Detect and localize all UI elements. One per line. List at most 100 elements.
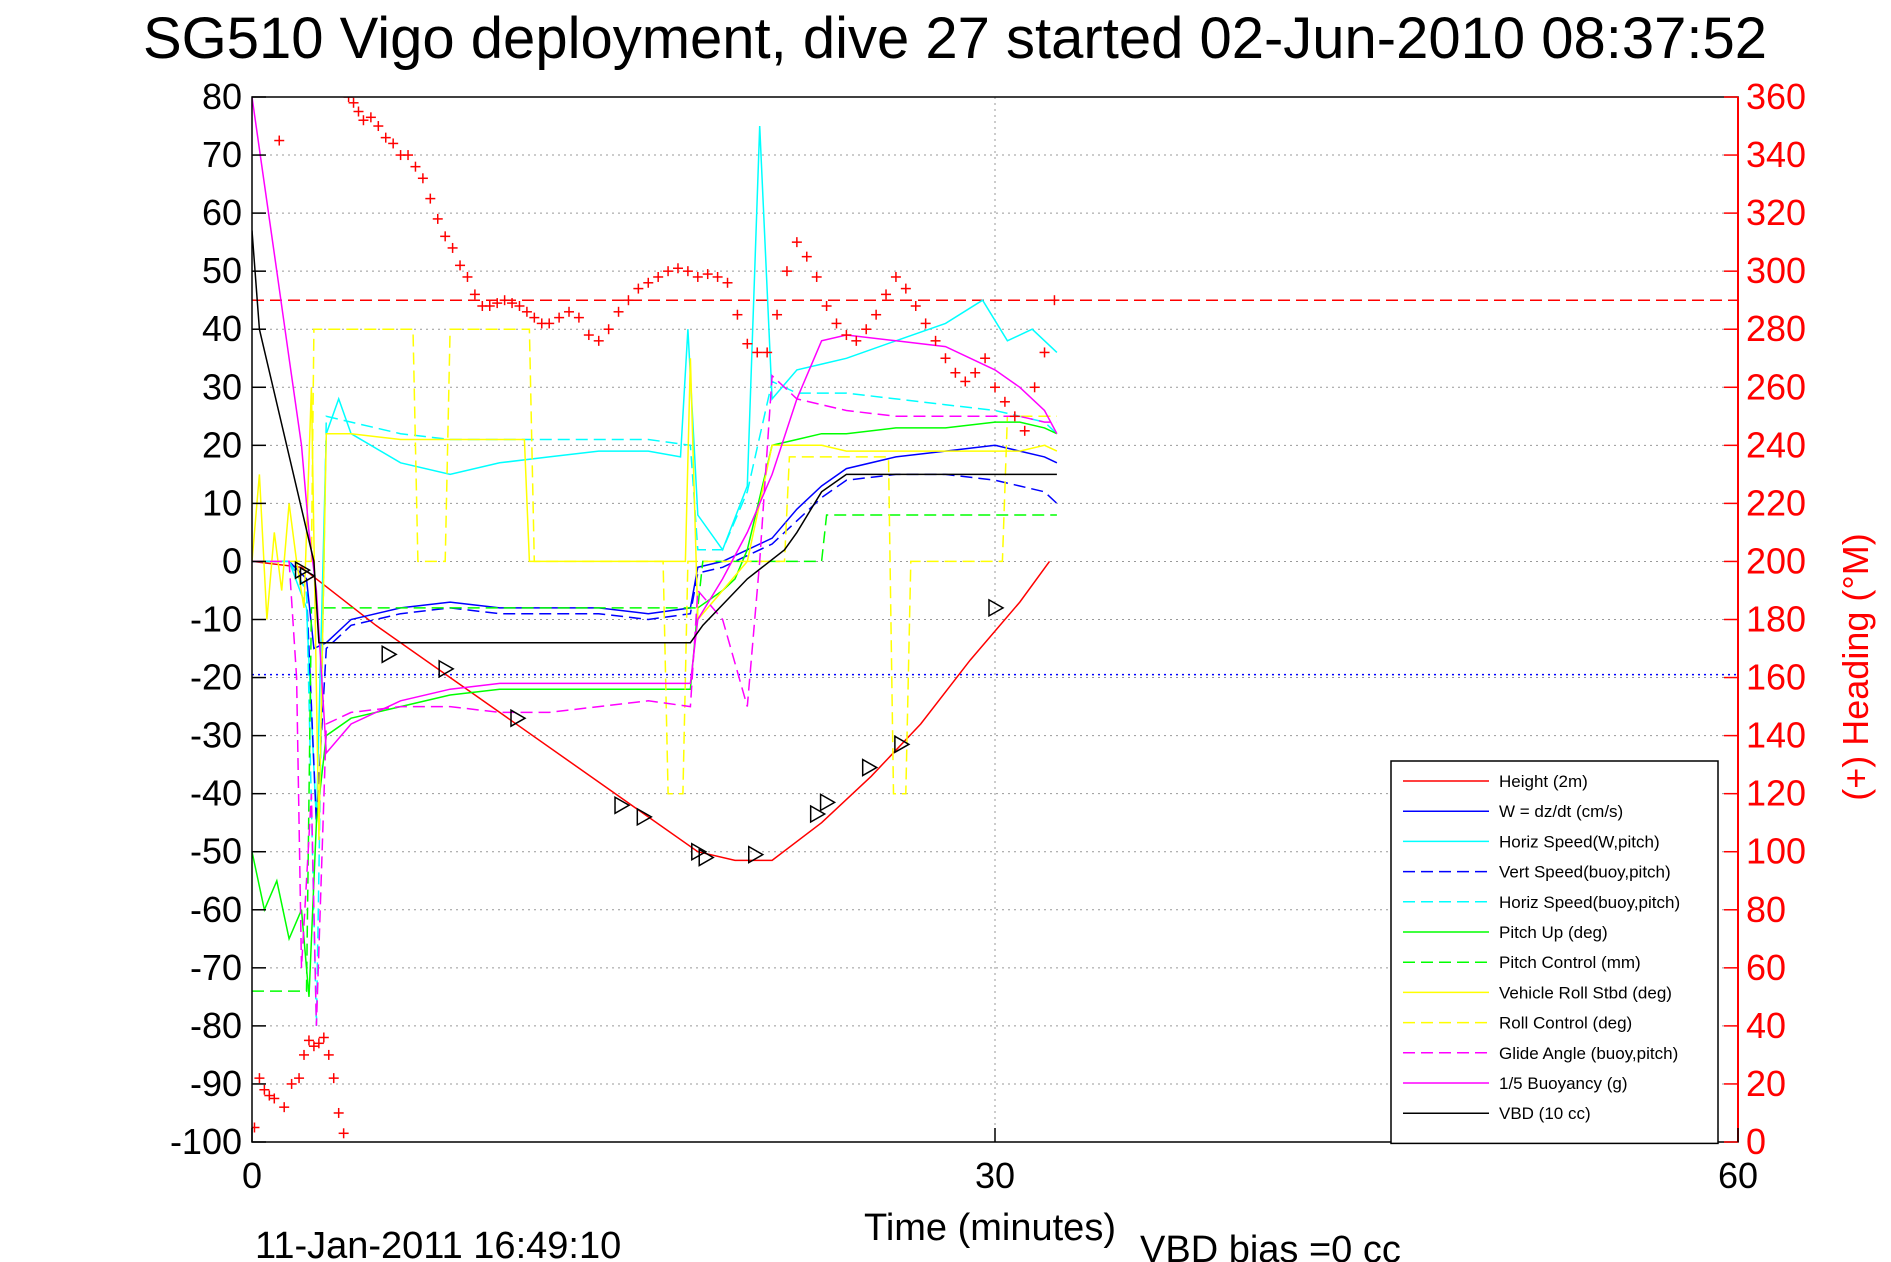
legend-entry: Pitch Up (deg) (1499, 923, 1608, 942)
heading-point (702, 269, 713, 280)
series-height-2m (252, 560, 1051, 862)
y-tick-label: 40 (202, 308, 242, 349)
legend-entry: Height (2m) (1499, 772, 1588, 791)
heading-point (613, 306, 624, 317)
heading-point (920, 318, 931, 329)
y2-tick-label: 160 (1746, 657, 1806, 698)
y-tick-label: 0 (222, 540, 242, 581)
heading-point (514, 301, 525, 311)
y-tick-label: -60 (190, 889, 242, 930)
heading-point (950, 367, 961, 378)
y2-tick-label: 100 (1746, 831, 1806, 872)
heading-point (1029, 382, 1040, 393)
y-tick-label: 20 (202, 424, 242, 465)
chart-title: SG510 Vigo deployment, dive 27 started 0… (143, 6, 1767, 71)
heading-point (358, 115, 369, 126)
heading-point (811, 271, 822, 282)
heading-point (742, 338, 753, 349)
y2-tick-label: 360 (1746, 76, 1806, 117)
legend-entry: Vert Speed(buoy,pitch) (1499, 863, 1671, 882)
triangle-marker (636, 807, 653, 827)
heading-point (772, 309, 783, 320)
heading-point (752, 347, 763, 358)
heading-point (425, 193, 436, 204)
heading-point (499, 295, 510, 306)
legend-entry: Horiz Speed(W,pitch) (1499, 832, 1660, 851)
heading-point (999, 396, 1010, 407)
heading-point (299, 1049, 310, 1060)
heading-point (900, 283, 911, 294)
heading-point (328, 1073, 339, 1084)
heading-point (980, 353, 991, 364)
heading-point (259, 1084, 270, 1095)
heading-point (455, 260, 466, 271)
series-w-dz-dt-cm-s (252, 444, 1058, 650)
triangle-marker (294, 560, 312, 580)
series-vehicle-roll-stbd-deg (252, 358, 1058, 841)
y2-tick-label: 340 (1746, 134, 1806, 175)
heading-point (692, 271, 703, 282)
series-pitch-control-mm (252, 514, 1057, 992)
y-tick-label: 10 (202, 482, 242, 523)
heading-point (484, 301, 495, 311)
heading-point (343, 97, 354, 102)
heading-point (603, 324, 614, 335)
y-tick-label: -20 (190, 657, 242, 698)
heading-point (781, 266, 792, 277)
legend-entry: Horiz Speed(buoy,pitch) (1499, 893, 1680, 912)
triangle-marker (894, 735, 911, 754)
heading-point (722, 277, 733, 288)
y-tick-label: -100 (170, 1121, 242, 1162)
heading-point (462, 271, 473, 282)
y-tick-label: -40 (190, 773, 242, 814)
y2-tick-label: 220 (1746, 482, 1806, 523)
heading-point (970, 367, 981, 378)
heading-point (529, 312, 540, 323)
y2-tick-label: 120 (1746, 773, 1806, 814)
series-vert-speed-buoy-pitch (252, 473, 1058, 823)
x-axis-label: Time (minutes) (864, 1207, 1116, 1249)
y-tick-label: -30 (190, 715, 242, 756)
heading-point (890, 271, 901, 282)
y2-tick-label: 240 (1746, 424, 1806, 465)
heading-point (821, 301, 832, 311)
y2-tick-label: 140 (1746, 715, 1806, 756)
plot-area (252, 97, 1060, 1139)
heading-point (365, 112, 376, 123)
heading-point (544, 318, 555, 329)
heading-point (269, 1093, 280, 1104)
heading-point (732, 309, 743, 320)
y2-tick-label: 280 (1746, 308, 1806, 349)
heading-point (432, 213, 443, 224)
heading-point (831, 318, 842, 329)
heading-point (252, 1122, 260, 1133)
heading-point (910, 301, 921, 311)
heading-point (373, 121, 384, 132)
footer-timestamp: 11-Jan-2011 16:49:10 (255, 1225, 621, 1262)
series-vbd-10-cc (252, 230, 1057, 644)
heading-point (633, 283, 644, 294)
heading-point (417, 173, 428, 184)
heading-point (672, 263, 683, 274)
y2-tick-label: 260 (1746, 366, 1806, 407)
heading-point (871, 309, 882, 320)
heading-point (403, 150, 414, 161)
heading-point (353, 106, 364, 117)
heading-point (712, 271, 723, 282)
heading-point (440, 231, 451, 242)
triangle-marker (861, 758, 879, 777)
y-tick-label: -90 (190, 1063, 242, 1104)
heading-point (623, 295, 634, 306)
legend-entry: VBD (10 cc) (1499, 1104, 1591, 1123)
y2-tick-label: 0 (1746, 1121, 1766, 1162)
axes: 80706050403020100-10-20-30-40-50-60-70-8… (170, 76, 1806, 1196)
heading-point (274, 135, 285, 146)
triangle-marker (438, 659, 455, 679)
series-horiz-speed-w-pitch (252, 125, 1058, 823)
legend-box (1390, 760, 1719, 1145)
heading-point (254, 1073, 265, 1084)
heading-point (841, 330, 852, 341)
heading-point (583, 330, 594, 341)
heading-point (762, 347, 773, 358)
heading-point (861, 324, 872, 335)
